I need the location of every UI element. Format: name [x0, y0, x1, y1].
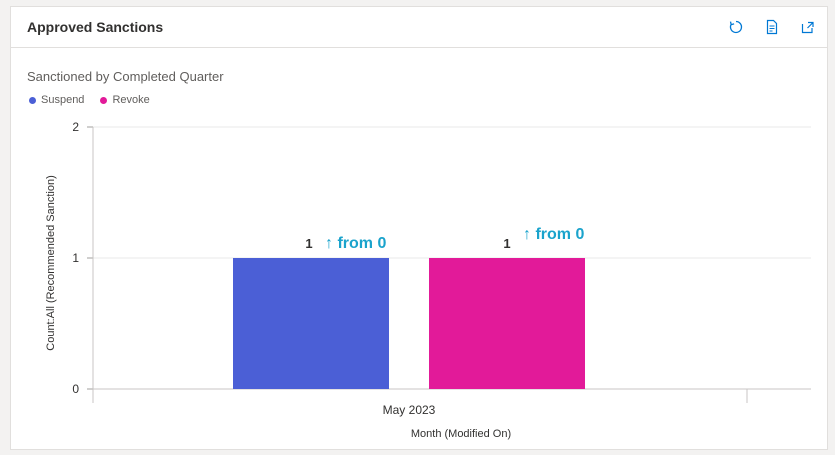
trend-label-suspend: ↑ from 0: [325, 235, 386, 252]
data-label-suspend: 1: [305, 236, 312, 251]
view-records-icon[interactable]: [761, 16, 783, 38]
legend-item-revoke[interactable]: Revoke: [100, 94, 150, 106]
card-header: Approved Sanctions: [11, 7, 827, 48]
x-tick-label: May 2023: [383, 403, 436, 417]
legend-swatch-revoke: [100, 96, 108, 104]
legend-swatch-suspend: [29, 96, 36, 104]
y-tick-label: 1: [72, 251, 79, 265]
data-label-revoke: 1: [503, 236, 510, 251]
x-axis-title: Month (Modified On): [411, 428, 511, 440]
refresh-icon[interactable]: [725, 16, 747, 38]
legend-item-suspend[interactable]: Suspend: [29, 94, 84, 106]
chart-title: Sanctioned by Completed Quarter: [27, 69, 224, 84]
chart-legend: Suspend Revoke: [29, 94, 150, 106]
card-title: Approved Sanctions: [27, 19, 164, 35]
card-toolbar: [725, 16, 819, 38]
bar-revoke: [429, 258, 585, 389]
legend-label-suspend: Suspend: [41, 94, 85, 106]
legend-label-revoke: Revoke: [112, 94, 150, 106]
chart-card: Approved Sanctions San: [10, 6, 828, 450]
expand-chart-icon[interactable]: [797, 16, 819, 38]
bar-suspend: [233, 258, 389, 389]
y-tick-label: 2: [72, 120, 79, 134]
y-tick-label: 0: [72, 382, 79, 396]
y-axis-title: Count:All (Recommended Sanction): [45, 175, 57, 350]
trend-label-revoke: ↑ from 0: [523, 226, 584, 243]
chart-plot: 0 1 2 May 2023 1 ↑ from 0 1 ↑ from 0 Month (Modi…: [45, 120, 811, 440]
